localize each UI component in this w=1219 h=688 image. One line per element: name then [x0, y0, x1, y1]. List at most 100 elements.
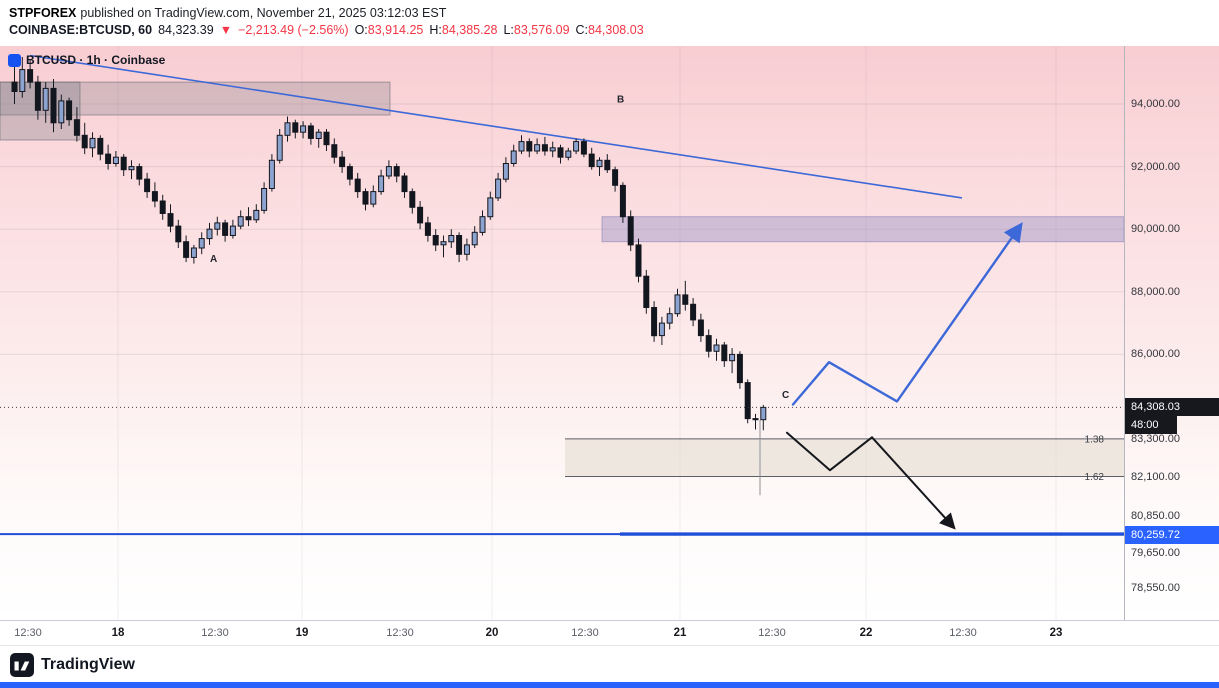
candle — [190, 247, 197, 258]
ohlc-readout: COINBASE:BTCUSD, 60 84,323.39 ▼ −2,213.4… — [9, 23, 1219, 37]
candle — [66, 100, 73, 121]
candle — [362, 191, 369, 205]
low-label: L: — [503, 23, 514, 37]
time-tick-day: 20 — [485, 627, 499, 639]
candle — [510, 150, 517, 164]
price-change: −2,213.49 (−2.56%) — [238, 23, 349, 37]
candle — [604, 159, 611, 171]
target-zone — [601, 216, 1125, 243]
wave-label-b: B — [617, 94, 624, 105]
candle — [440, 241, 447, 246]
candle — [385, 166, 392, 177]
candle — [557, 147, 564, 158]
candle — [307, 125, 314, 139]
price-tick-label: 94,000.00 — [1131, 98, 1180, 110]
candle — [112, 156, 119, 164]
candle — [573, 141, 580, 152]
candle — [463, 244, 470, 255]
down-arrow-icon: ▼ — [219, 23, 233, 37]
wave-label-a: A — [210, 254, 217, 265]
candle — [674, 294, 681, 315]
time-axis: 12:30 18 12:30 19 12:30 20 12:30 21 12:30 22 12:30… — [0, 620, 1219, 646]
candle — [50, 87, 57, 124]
candle — [580, 141, 587, 155]
candle — [339, 156, 346, 168]
price-tick-label: 80,850.00 — [1131, 509, 1180, 522]
tradingview-brand[interactable]: TradingView — [41, 655, 135, 673]
candle — [627, 216, 634, 246]
chart-canvas: 1.38 1.62 A B C — [0, 46, 1125, 620]
candle — [331, 144, 338, 158]
candle — [541, 144, 548, 152]
candle — [736, 353, 743, 384]
candle — [448, 235, 455, 243]
low-readout: L:83,576.09 — [503, 23, 569, 37]
tradingview-logo-icon[interactable] — [10, 652, 34, 677]
candle — [300, 125, 307, 133]
current-price-badge: 84,308.03 — [1125, 398, 1219, 417]
candle — [261, 188, 268, 211]
candle — [222, 222, 229, 236]
candle — [354, 178, 361, 193]
candle — [713, 344, 720, 352]
time-tick-day: 18 — [111, 627, 125, 639]
candle — [518, 141, 525, 152]
candle — [167, 213, 174, 227]
supply-zone — [0, 81, 391, 116]
candle — [526, 141, 533, 152]
candle — [346, 166, 353, 180]
candle — [159, 200, 166, 214]
time-tick-hour: 12:30 — [571, 627, 599, 639]
candle — [183, 241, 190, 258]
candle — [424, 222, 431, 236]
fib-level-label: 1.62 — [1085, 472, 1105, 483]
candle — [27, 69, 34, 83]
candle — [635, 244, 642, 277]
candle — [643, 275, 650, 308]
candle — [487, 197, 494, 218]
published-text: published on TradingView.com, November 2… — [80, 6, 447, 20]
open-readout: O:83,914.25 — [355, 23, 424, 37]
candle — [752, 418, 759, 421]
time-tick-hour: 12:30 — [758, 627, 786, 639]
low-value: 83,576.09 — [513, 23, 570, 37]
candle — [292, 122, 299, 133]
candle — [42, 87, 49, 111]
time-tick-day: 21 — [673, 627, 687, 639]
candle — [315, 131, 322, 139]
time-tick-hour: 12:30 — [949, 627, 977, 639]
price-tick-label: 83,300.00 — [1131, 432, 1180, 445]
close-value: 84,308.03 — [588, 23, 644, 37]
candle — [619, 184, 626, 218]
candle — [409, 191, 416, 208]
candle — [245, 216, 252, 221]
candle — [697, 319, 704, 337]
candle — [105, 153, 112, 164]
high-label: H: — [429, 23, 442, 37]
candle — [151, 191, 158, 202]
high-readout: H:84,385.28 — [429, 23, 497, 37]
bar-countdown-badge: 48:00 — [1125, 416, 1177, 435]
fib-level-label: 1.38 — [1085, 434, 1105, 445]
candle — [495, 178, 502, 199]
candle — [19, 69, 26, 92]
open-label: O: — [354, 23, 368, 37]
symbol-interval: COINBASE:BTCUSD, 60 — [9, 23, 153, 37]
candle — [588, 153, 595, 168]
candle — [401, 175, 408, 193]
chart-area[interactable]: 1.38 1.62 A B C BTCUSD · 1h · Coinbase 84,30… — [0, 46, 1219, 620]
candle — [136, 166, 143, 180]
support-level-badge: 80,259.72 — [1125, 526, 1219, 545]
candle — [456, 235, 463, 255]
bullish-projection-arrow — [791, 222, 1023, 406]
price-tick-label: 79,650.00 — [1131, 547, 1180, 560]
candle — [237, 216, 244, 227]
candle — [534, 144, 541, 152]
candle — [268, 159, 275, 190]
candle — [214, 222, 221, 230]
candle — [651, 307, 658, 337]
candle — [432, 235, 439, 246]
candle — [34, 81, 41, 111]
candle — [479, 216, 486, 233]
